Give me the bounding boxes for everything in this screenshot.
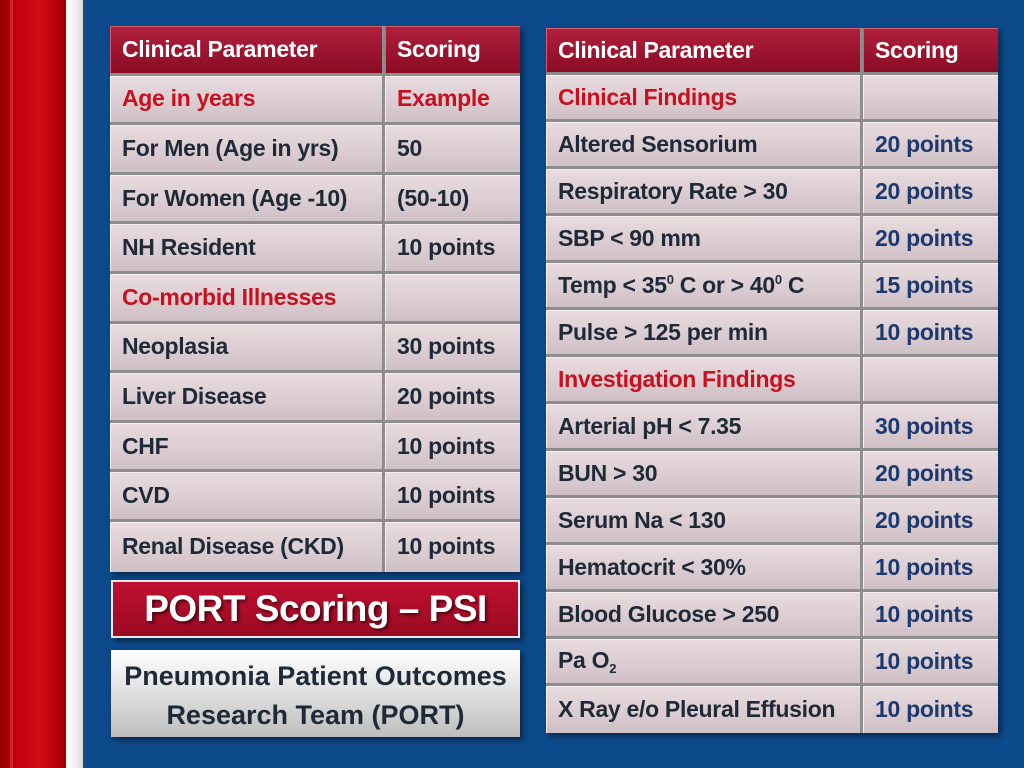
score-cell: 10 points [385,422,520,473]
port-scoring-banner: PORT Scoring – PSI [111,580,520,638]
section-heading-age: Age in years [110,75,385,126]
header-scoring: Scoring [863,28,998,75]
parameter-cell: For Men (Age in yrs) [110,125,385,175]
table-row: Hematocrit < 30% 10 points [546,545,998,592]
parameter-cell: CVD [110,472,385,522]
score-cell: 20 points [863,216,998,263]
table-row: Renal Disease (CKD) 10 points [110,521,520,572]
left-red-stripe [0,0,66,768]
table-row: CHF 10 points [110,422,520,473]
table-header-row: Clinical Parameter Scoring [110,26,520,76]
table-row: BUN > 30 20 points [546,451,998,498]
score-cell: 10 points [863,686,998,733]
pao2-text: Pa O [558,646,610,673]
table-row: X Ray e/o Pleural Effusion 10 points [546,686,998,733]
score-cell: 30 points [863,404,998,451]
header-clinical-parameter: Clinical Parameter [546,28,863,75]
parameter-cell-pao2: Pa O2 [546,639,863,686]
score-cell: 20 points [385,373,520,423]
table-row: Pa O2 10 points [546,639,998,686]
table-row: Neoplasia 30 points [110,323,520,374]
table-row: Blood Glucose > 250 10 points [546,592,998,639]
subtitle-line-1: Pneumonia Patient Outcomes [124,661,507,691]
score-cell [385,273,520,324]
score-cell [863,357,998,404]
score-cell: 10 points [863,639,998,686]
score-cell: 30 points [385,323,520,374]
degree-superscript: 0 [666,271,674,287]
parameter-cell: Serum Na < 130 [546,498,863,545]
temp-text-2: C or > 40 [673,271,775,298]
score-cell: 15 points [863,263,998,310]
table-row: For Women (Age -10) (50-10) [110,174,520,225]
table-row: CVD 10 points [110,472,520,522]
table-row: Clinical Findings [546,75,998,122]
section-heading-clinical-findings: Clinical Findings [546,75,863,122]
temp-text-3: C [781,271,805,298]
table-row: Respiratory Rate > 30 20 points [546,169,998,216]
parameter-cell: Blood Glucose > 250 [546,592,863,639]
table-row: Temp < 350 C or > 400 C 15 points [546,263,998,310]
parameter-cell: Renal Disease (CKD) [110,521,385,572]
parameter-cell: SBP < 90 mm [546,216,863,263]
parameter-cell: CHF [110,422,385,473]
parameter-cell: X Ray e/o Pleural Effusion [546,686,863,733]
section-heading-example: Example [385,75,520,126]
left-white-stripe [66,0,83,768]
header-scoring: Scoring [385,26,520,76]
score-cell: (50-10) [385,174,520,225]
parameter-cell: Neoplasia [110,323,385,374]
score-cell: 10 points [863,310,998,357]
parameter-cell: Pulse > 125 per min [546,310,863,357]
parameter-cell: NH Resident [110,224,385,274]
table-row: Co-morbid Illnesses [110,273,520,324]
parameter-cell: Hematocrit < 30% [546,545,863,592]
score-cell [863,75,998,122]
right-scoring-table: Clinical Parameter Scoring Clinical Find… [546,28,998,733]
header-clinical-parameter: Clinical Parameter [110,26,385,76]
section-heading-comorbid: Co-morbid Illnesses [110,273,385,324]
score-cell: 10 points [385,224,520,274]
port-subtitle-box: Pneumonia Patient Outcomes Research Team… [111,650,520,737]
parameter-cell-temp: Temp < 350 C or > 400 C [546,263,863,310]
table-row: Arterial pH < 7.35 30 points [546,404,998,451]
table-row: Pulse > 125 per min 10 points [546,310,998,357]
score-cell: 10 points [385,521,520,572]
score-cell: 10 points [863,592,998,639]
oxygen-subscript: 2 [609,660,617,676]
score-cell: 20 points [863,122,998,169]
score-cell: 50 [385,125,520,175]
table-row: Serum Na < 130 20 points [546,498,998,545]
table-row: Liver Disease 20 points [110,373,520,423]
score-cell: 10 points [385,472,520,522]
temp-text-1: Temp < 35 [558,271,667,298]
table-row: For Men (Age in yrs) 50 [110,125,520,175]
score-cell: 10 points [863,545,998,592]
parameter-cell: BUN > 30 [546,451,863,498]
left-scoring-table: Clinical Parameter Scoring Age in years … [110,26,520,572]
table-row: Investigation Findings [546,357,998,404]
parameter-cell: Liver Disease [110,373,385,423]
subtitle-line-2: Research Team (PORT) [166,700,465,730]
score-cell: 20 points [863,451,998,498]
degree-superscript: 0 [774,271,782,287]
parameter-cell: For Women (Age -10) [110,174,385,225]
section-heading-investigation-findings: Investigation Findings [546,357,863,404]
score-cell: 20 points [863,169,998,216]
parameter-cell: Respiratory Rate > 30 [546,169,863,216]
table-row: SBP < 90 mm 20 points [546,216,998,263]
table-row: NH Resident 10 points [110,224,520,274]
parameter-cell: Arterial pH < 7.35 [546,404,863,451]
table-row: Altered Sensorium 20 points [546,122,998,169]
table-row: Age in years Example [110,75,520,126]
parameter-cell: Altered Sensorium [546,122,863,169]
score-cell: 20 points [863,498,998,545]
table-header-row: Clinical Parameter Scoring [546,28,998,75]
